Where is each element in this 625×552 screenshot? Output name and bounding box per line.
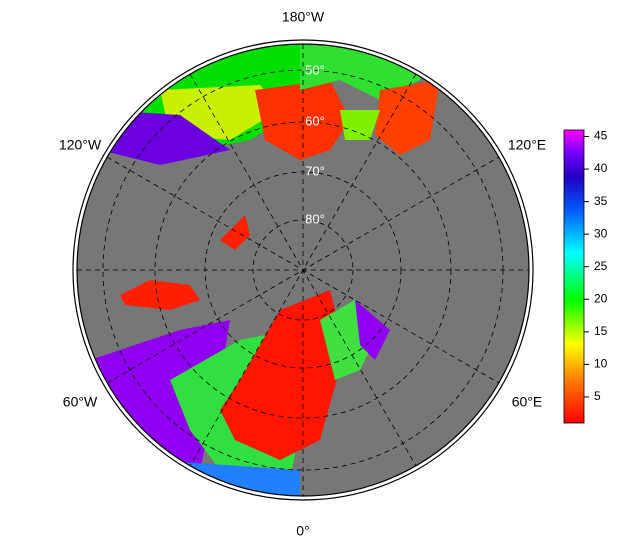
sea-field (255, 80, 350, 160)
sea-field (220, 215, 250, 250)
sea-field (375, 80, 440, 155)
colorbar-tick-label: 45 (594, 129, 608, 143)
map-border (72, 39, 534, 501)
lat-label: 60° (305, 113, 325, 128)
colorbar-tick-label: 40 (594, 161, 608, 175)
lon-label: 0° (296, 523, 309, 539)
colorbar-tick-label: 20 (594, 291, 608, 305)
colorbar-tick-label: 5 (594, 389, 601, 403)
graticule (77, 44, 529, 496)
sea-field (100, 110, 230, 165)
lon-label: 180°W (282, 9, 325, 25)
sea-field (355, 300, 390, 360)
colorbar-tick-label: 30 (594, 226, 608, 240)
map-body (77, 44, 529, 496)
lon-label: 60°E (512, 394, 543, 410)
sea-field (340, 110, 380, 140)
colorbar-tick-label: 25 (594, 259, 608, 273)
lon-label: 120°W (59, 137, 102, 153)
lat-label: 70° (305, 163, 325, 178)
lat-label: 50° (305, 62, 325, 77)
lon-label: 120°E (508, 137, 546, 153)
sea-field (220, 290, 345, 460)
lat-label: 80° (305, 211, 325, 226)
colorbar-tick-label: 35 (594, 194, 608, 208)
sea-field (120, 280, 200, 310)
map-border (76, 43, 530, 497)
lon-label: 60°W (63, 394, 98, 410)
colorbar-tick-label: 15 (594, 324, 608, 338)
colorbar (563, 129, 585, 424)
colorbar-tick-label: 10 (594, 357, 608, 371)
